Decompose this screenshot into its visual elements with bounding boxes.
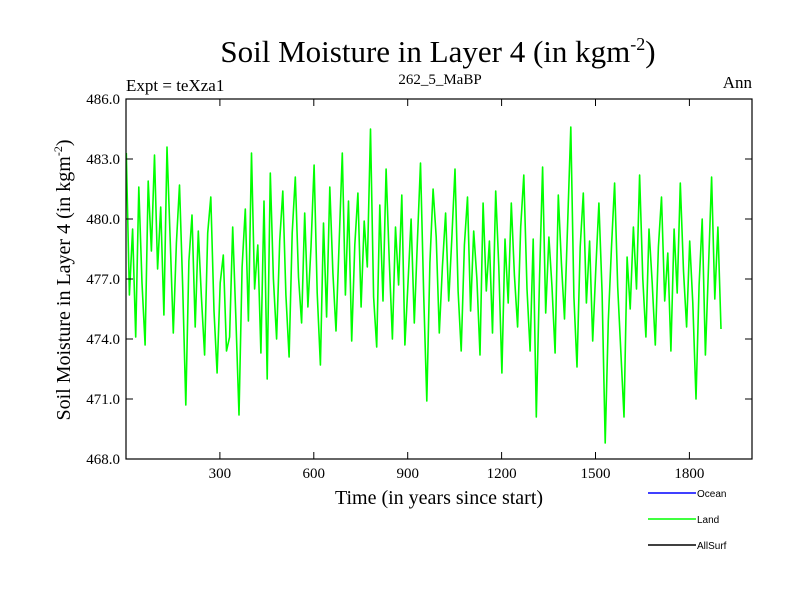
chart-title-sup: -2 [630, 34, 645, 54]
x-tick-label: 900 [396, 466, 419, 482]
x-tick-label: 300 [209, 466, 232, 482]
y-tick-label: 471.0 [86, 392, 120, 408]
y-tick-label: 480.0 [86, 212, 120, 228]
subtitle-right: Ann [723, 73, 753, 92]
y-axis-label: Soil Moisture in Layer 4 (in kgm-2) [51, 139, 75, 420]
y-tick-label: 477.0 [86, 272, 120, 288]
x-axis-label: Time (in years since start) [335, 487, 543, 509]
y-tick-label: 486.0 [86, 92, 120, 108]
y-tick-label: 483.0 [86, 152, 120, 168]
y-axis-label-main: Soil Moisture in Layer 4 (in kgm [53, 156, 75, 421]
x-tick-label: 1500 [581, 466, 611, 482]
legend-label-ocean: Ocean [697, 489, 726, 500]
y-tick-label: 468.0 [86, 452, 120, 468]
x-tick-label: 1800 [674, 466, 704, 482]
chart-title: Soil Moisture in Layer 4 (in kgm-2) [220, 34, 655, 69]
plot-frame [125, 98, 753, 460]
y-axis-label-close: ) [53, 139, 75, 146]
x-tick-label: 1200 [487, 466, 517, 482]
legend: Ocean Land AllSurf [648, 489, 727, 552]
subtitle-left: Expt = teXza1 [126, 76, 224, 95]
chart-title-main: Soil Moisture in Layer 4 (in kgm [220, 34, 630, 69]
y-axis-label-sup: -2 [51, 146, 65, 156]
y-tick-label: 474.0 [86, 332, 120, 348]
series-layer [125, 126, 722, 444]
subtitle-center: 262_5_MaBP [398, 72, 481, 88]
tick-layer: 468.0 471.0 474.0 477.0 480.0 483.0 486.0 300 60… [86, 92, 752, 482]
chart-title-close: ) [645, 34, 655, 69]
legend-label-allsurf: AllSurf [697, 541, 727, 552]
legend-label-land: Land [697, 515, 719, 526]
x-tick-label: 600 [303, 466, 326, 482]
series-line-land [125, 126, 722, 444]
